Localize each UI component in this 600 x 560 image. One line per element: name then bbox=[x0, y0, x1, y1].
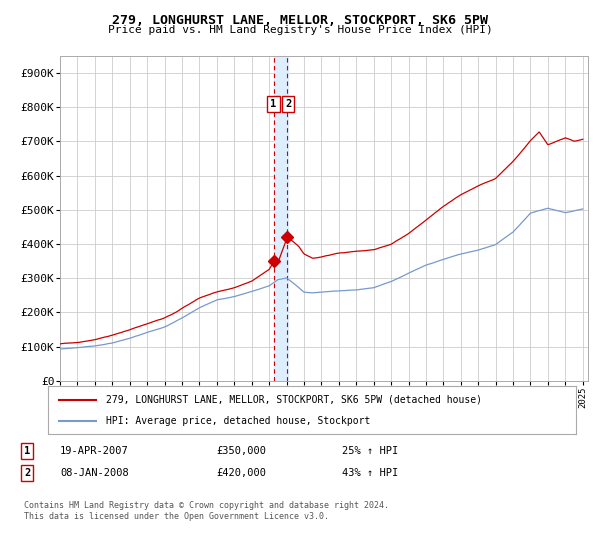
Text: 19-APR-2007: 19-APR-2007 bbox=[60, 446, 129, 456]
Bar bbox=[274, 56, 288, 381]
Text: £420,000: £420,000 bbox=[216, 468, 266, 478]
Text: Contains HM Land Registry data © Crown copyright and database right 2024.
This d: Contains HM Land Registry data © Crown c… bbox=[24, 501, 389, 521]
Text: 08-JAN-2008: 08-JAN-2008 bbox=[60, 468, 129, 478]
Text: 1: 1 bbox=[24, 446, 30, 456]
Text: HPI: Average price, detached house, Stockport: HPI: Average price, detached house, Stoc… bbox=[106, 416, 370, 426]
Text: Price paid vs. HM Land Registry's House Price Index (HPI): Price paid vs. HM Land Registry's House … bbox=[107, 25, 493, 35]
Text: 2: 2 bbox=[24, 468, 30, 478]
Text: 25% ↑ HPI: 25% ↑ HPI bbox=[342, 446, 398, 456]
Text: 43% ↑ HPI: 43% ↑ HPI bbox=[342, 468, 398, 478]
Text: 279, LONGHURST LANE, MELLOR, STOCKPORT, SK6 5PW (detached house): 279, LONGHURST LANE, MELLOR, STOCKPORT, … bbox=[106, 395, 482, 405]
Text: 1: 1 bbox=[271, 99, 277, 109]
Text: 279, LONGHURST LANE, MELLOR, STOCKPORT, SK6 5PW: 279, LONGHURST LANE, MELLOR, STOCKPORT, … bbox=[112, 14, 488, 27]
Text: £350,000: £350,000 bbox=[216, 446, 266, 456]
Text: 2: 2 bbox=[285, 99, 292, 109]
